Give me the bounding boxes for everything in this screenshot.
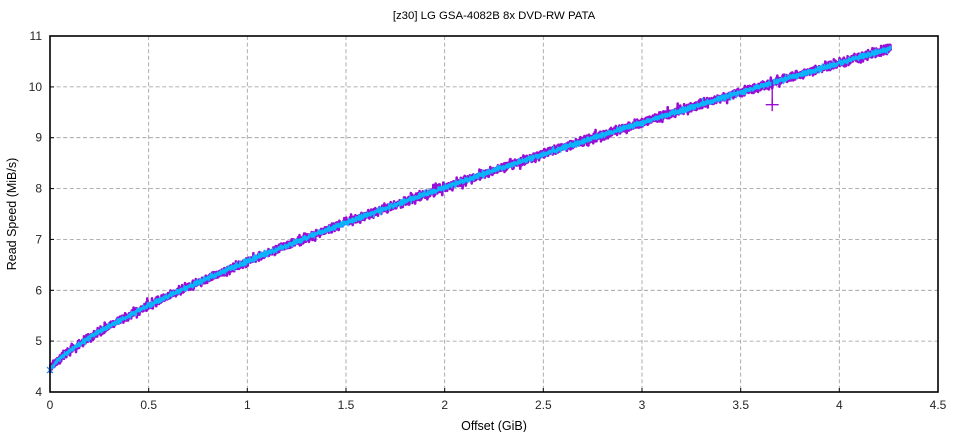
svg-text:0: 0 [47, 398, 54, 412]
svg-text:1: 1 [244, 398, 251, 412]
svg-text:Offset (GiB): Offset (GiB) [461, 419, 527, 432]
svg-text:2: 2 [441, 398, 448, 412]
svg-text:8: 8 [35, 182, 42, 196]
svg-text:2.5: 2.5 [535, 398, 552, 412]
svg-text:3.5: 3.5 [732, 398, 749, 412]
svg-text:0.5: 0.5 [140, 398, 157, 412]
svg-text:10: 10 [29, 80, 43, 94]
svg-text:4.5: 4.5 [930, 398, 947, 412]
svg-text:3: 3 [639, 398, 646, 412]
svg-text:4: 4 [836, 398, 843, 412]
svg-text:1.5: 1.5 [338, 398, 355, 412]
svg-text:7: 7 [35, 232, 42, 246]
svg-text:Read Speed (MiB/s): Read Speed (MiB/s) [5, 158, 19, 271]
svg-text:11: 11 [30, 29, 43, 43]
svg-text:9: 9 [35, 131, 42, 145]
svg-text:5: 5 [35, 334, 42, 348]
svg-text:[z30] LG GSA-4082B 8x DVD-RW P: [z30] LG GSA-4082B 8x DVD-RW PATA [393, 10, 596, 22]
svg-text:6: 6 [35, 283, 42, 297]
svg-text:4: 4 [35, 385, 42, 399]
